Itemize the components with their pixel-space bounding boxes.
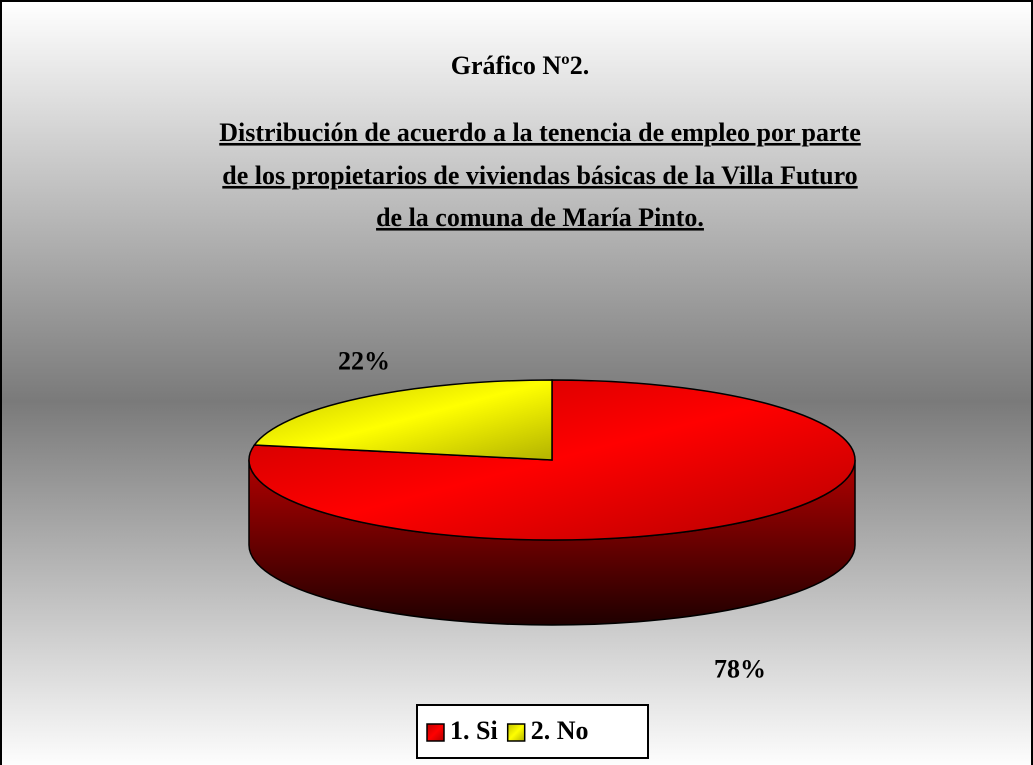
swatch-shade (507, 724, 525, 741)
subtitle: de la comuna de María Pinto. (376, 203, 704, 232)
legend-label: 2. No (531, 716, 589, 745)
data-label: 22% (338, 347, 390, 376)
subtitle: de los propietarios de viviendas básicas… (222, 161, 857, 190)
swatch-shade (427, 724, 444, 741)
legend-label: 1. Si (450, 716, 498, 745)
pie: 78% 22% (248, 347, 856, 683)
legend (416, 704, 649, 759)
legend-items: 1. Si 2. No (426, 716, 589, 745)
slice-shade (248, 379, 856, 541)
chart-title: Gráfico Nº2. (451, 51, 590, 80)
subtitle: Distribución de acuerdo a la tenencia de… (219, 118, 861, 147)
data-label: 78% (714, 654, 766, 683)
slice-shade (252, 379, 553, 461)
